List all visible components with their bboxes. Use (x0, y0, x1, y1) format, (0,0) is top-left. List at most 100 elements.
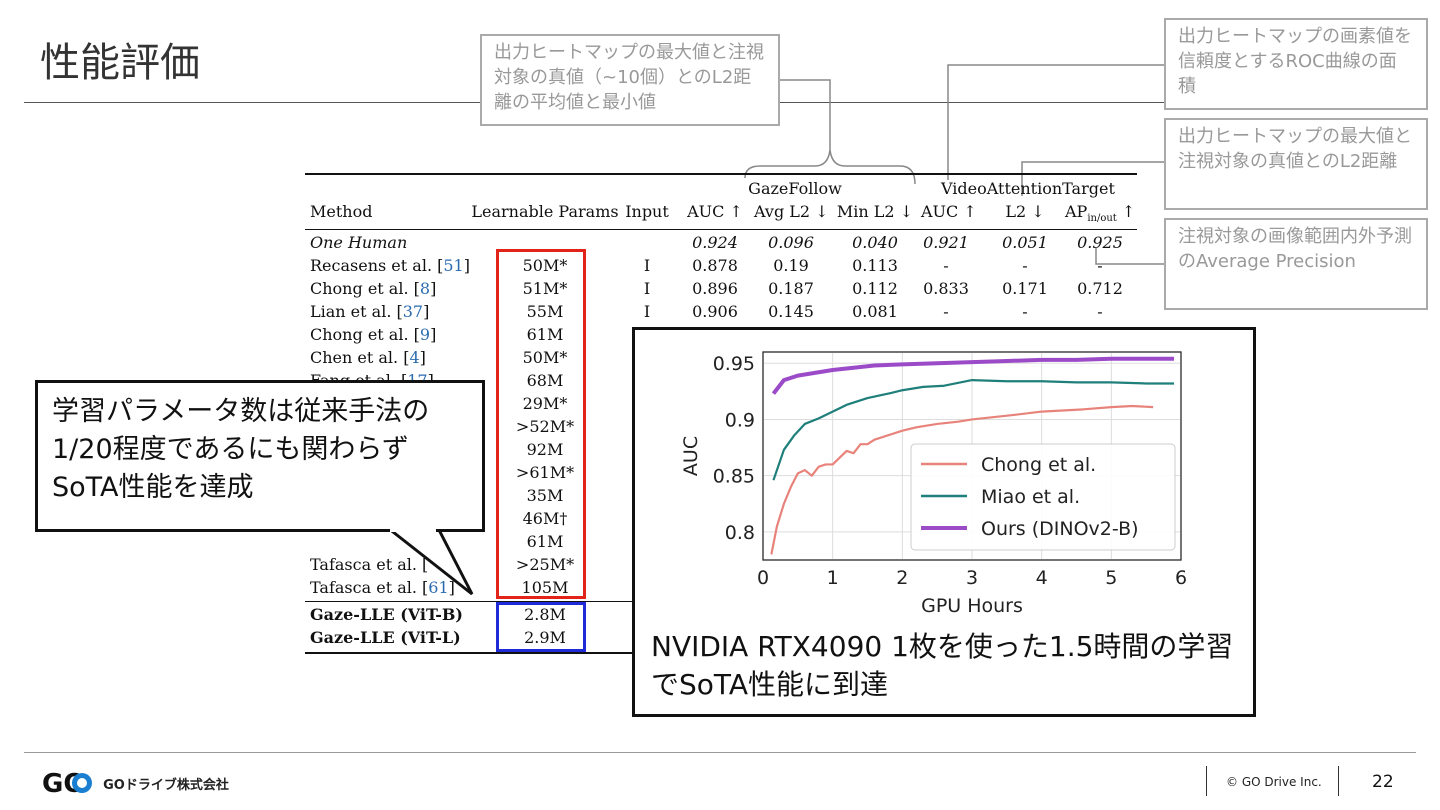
method-label: Lian et al. [ (310, 302, 403, 321)
citation-link[interactable]: 37 (402, 302, 424, 321)
params-highlight-blue (496, 602, 586, 652)
table-row: 46M† (305, 509, 1137, 532)
gf-min-l2-value: 0.081 (852, 302, 898, 321)
vat-ap-value: - (1097, 256, 1103, 275)
input-value: I (643, 256, 651, 275)
gf-avg-l2-value: 0.145 (768, 302, 814, 321)
method-name: Gaze-LLE (ViT-L) (310, 628, 461, 647)
y-axis-label: AUC (680, 436, 702, 476)
params-value: 51M* (522, 279, 568, 298)
gf-min-l2-value: 0.113 (852, 256, 898, 275)
params-value: 61M (526, 532, 564, 551)
header-params: Learnable Params (471, 202, 619, 221)
citation-link[interactable]: 4 (409, 348, 420, 367)
callout-params: 学習パラメータ数は従来手法の1/20程度であるにも関わらずSoTA性能を達成 (35, 380, 485, 532)
table-row: 61M (305, 532, 1137, 555)
copyright: © GO Drive Inc. (1226, 775, 1322, 789)
series-line-2 (771, 356, 1175, 395)
footer-sep-2 (1338, 766, 1339, 796)
gf-min-l2-value: 0.040 (852, 233, 898, 252)
group-gazefollow: GazeFollow (748, 179, 842, 198)
company-logo: GO GOドライブ株式会社 (42, 768, 229, 799)
footer-sep-1 (1206, 766, 1207, 796)
method-label: Recasens et al. [ (310, 256, 444, 275)
gf-avg-l2-value: 0.187 (768, 279, 814, 298)
vat-ap-value: 0.712 (1077, 279, 1123, 298)
chart-caption: NVIDIA RTX4090 1枚を使った1.5時間の学習でSoTA性能に到達 (651, 630, 1234, 701)
params-value: >25M* (515, 555, 575, 574)
table-row-ours-b: Gaze-LLE (ViT-B) 2.8M (305, 605, 1137, 628)
citation-link[interactable]: 51 (443, 256, 464, 275)
citation-link[interactable]: 8 (419, 279, 431, 298)
table-row: One Human 0.924 0.096 0.040 0.921 0.051 0.925 (305, 233, 1137, 256)
vat-auc-value: 0.833 (923, 279, 969, 298)
y-tick-label: 0.85 (713, 466, 755, 488)
vat-ap-value: 0.925 (1077, 233, 1123, 252)
params-value: 50M* (522, 256, 568, 275)
method-name: Chen et al. [4] (310, 348, 426, 367)
vat-l2-value: - (1022, 302, 1028, 321)
vat-auc-value: - (943, 302, 949, 321)
plot-frame (762, 351, 1182, 561)
params-highlight-red (496, 249, 586, 599)
note-auc: 出力ヒートマップの画素値を信頼度とするROC曲線の面積 (1164, 18, 1428, 110)
legend-entry-0: Chong et al. (981, 454, 1096, 476)
table-mid-rule (305, 229, 1137, 230)
citation-link[interactable]: 9 (419, 325, 431, 344)
params-value: 46M† (522, 509, 568, 528)
page-title: 性能評価 (40, 40, 200, 86)
method-name: One Human (310, 233, 407, 252)
params-value: 55M (526, 302, 564, 321)
table-top-rule (305, 173, 1137, 175)
params-value: >52M* (515, 417, 575, 436)
results-table: GazeFollow VideoAttentionTarget Method L… (305, 173, 1137, 654)
page-number: 22 (1372, 772, 1394, 792)
header-gf-min-l2: Min L2 ↓ (836, 202, 914, 221)
table-row: Lian et al. [37] 55M I 0.906 0.145 0.081 - - - (305, 302, 1137, 325)
legend-entry-1: Miao et al. (981, 486, 1080, 508)
header-gf-avg-l2: Avg L2 ↓ (754, 202, 829, 221)
params-value: 29M* (522, 394, 568, 413)
x-tick-label: 2 (896, 567, 908, 589)
params-value: 50M* (522, 348, 568, 367)
vat-auc-value: - (943, 256, 949, 275)
table-row: 92M (305, 440, 1137, 463)
method-label: Chong et al. [ (310, 325, 420, 344)
table-row: Chen et al. [4] 50M* (305, 348, 1137, 371)
vat-l2-value: - (1022, 256, 1028, 275)
note-vat-l2: 出力ヒートマップの最大値と注視対象の真値とのL2距離 (1164, 118, 1428, 210)
note-ap: 注視対象の画像範囲内外予測のAverage Precision (1164, 218, 1428, 310)
note-gazefollow-l2: 出力ヒートマップの最大値と注視対象の真値（~10個）とのL2距離の平均値と最小値 (480, 34, 780, 126)
params-value: 68M (526, 371, 564, 390)
header-method: Method (310, 202, 373, 221)
header-vat-auc: AUC ↑ (921, 202, 977, 221)
company-name: GOドライブ株式会社 (103, 777, 229, 793)
citation-link[interactable]: 61 (428, 578, 449, 597)
table-row: Chong et al. [9] 61M (305, 325, 1137, 348)
method-name: Tafasca et al. [ (310, 555, 428, 574)
params-value: 2.8M (524, 605, 566, 624)
x-axis-label: GPU Hours (921, 595, 1023, 617)
series-line-0 (770, 404, 1154, 555)
params-value: >61M* (515, 463, 575, 482)
group-vat: VideoAttentionTarget (941, 179, 1115, 198)
gf-avg-l2-value: 0.096 (768, 233, 814, 252)
x-tick-label: 3 (966, 567, 978, 589)
x-tick-label: 4 (1036, 567, 1048, 589)
method-label: Chen et al. [ (310, 348, 410, 367)
method-name: Tafasca et al. [61] (310, 578, 455, 597)
x-tick-label: 0 (757, 567, 769, 589)
header-vat-l2: L2 ↓ (1005, 202, 1045, 221)
method-label: Tafasca et al. [ (310, 555, 429, 574)
x-tick-label: 6 (1175, 567, 1187, 589)
table-row: Recasens et al. [51] 50M* I 0.878 0.19 0.113 -… (305, 256, 1137, 279)
params-value: 61M (526, 325, 564, 344)
y-tick-label: 0.8 (725, 522, 755, 544)
x-tick-label: 5 (1105, 567, 1117, 589)
gf-avg-l2-value: 0.19 (773, 256, 809, 275)
method-label: One Human (310, 233, 408, 252)
method-label: Tafasca et al. [ (310, 578, 429, 597)
input-value: I (643, 302, 651, 321)
table-row: Tafasca et al. [61] 105M (305, 578, 1137, 601)
params-value: 2.9M (524, 628, 566, 647)
